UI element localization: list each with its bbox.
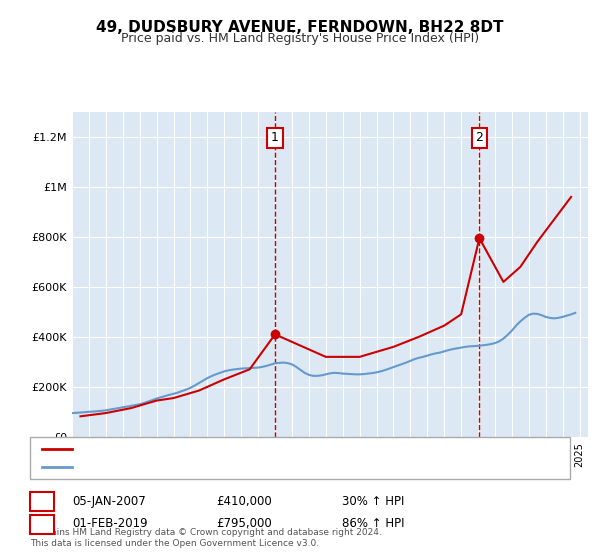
- Text: HPI: Average price, detached house, Dorset: HPI: Average price, detached house, Dors…: [78, 462, 305, 472]
- Text: Contains HM Land Registry data © Crown copyright and database right 2024.
This d: Contains HM Land Registry data © Crown c…: [30, 528, 382, 548]
- Text: 49, DUDSBURY AVENUE, FERNDOWN, BH22 8DT: 49, DUDSBURY AVENUE, FERNDOWN, BH22 8DT: [96, 20, 504, 35]
- Text: 2: 2: [38, 517, 46, 530]
- Text: 2: 2: [475, 132, 484, 144]
- Text: 86% ↑ HPI: 86% ↑ HPI: [342, 517, 404, 530]
- Text: £410,000: £410,000: [216, 494, 272, 508]
- Text: 49, DUDSBURY AVENUE, FERNDOWN, BH22 8DT (detached house): 49, DUDSBURY AVENUE, FERNDOWN, BH22 8DT …: [78, 444, 422, 454]
- Text: Price paid vs. HM Land Registry's House Price Index (HPI): Price paid vs. HM Land Registry's House …: [121, 32, 479, 45]
- Text: 1: 1: [271, 132, 279, 144]
- Text: 05-JAN-2007: 05-JAN-2007: [72, 494, 146, 508]
- Text: 01-FEB-2019: 01-FEB-2019: [72, 517, 148, 530]
- Text: 30% ↑ HPI: 30% ↑ HPI: [342, 494, 404, 508]
- Text: £795,000: £795,000: [216, 517, 272, 530]
- Text: 1: 1: [38, 494, 46, 508]
